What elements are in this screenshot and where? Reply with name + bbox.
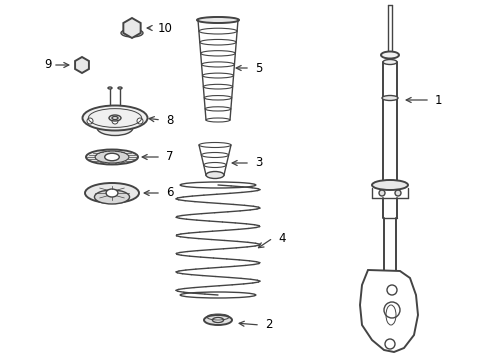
- Ellipse shape: [372, 180, 408, 190]
- Circle shape: [78, 62, 86, 69]
- Polygon shape: [123, 18, 141, 38]
- Circle shape: [112, 118, 118, 124]
- Text: 4: 4: [278, 231, 286, 244]
- Circle shape: [385, 339, 395, 349]
- Ellipse shape: [382, 95, 398, 100]
- Ellipse shape: [118, 87, 122, 89]
- Ellipse shape: [95, 190, 129, 204]
- Polygon shape: [360, 270, 418, 352]
- Text: 3: 3: [255, 157, 262, 170]
- Ellipse shape: [109, 115, 121, 121]
- Circle shape: [137, 118, 143, 124]
- Text: 6: 6: [166, 186, 173, 199]
- Ellipse shape: [105, 153, 119, 161]
- Ellipse shape: [206, 171, 224, 179]
- Circle shape: [395, 190, 401, 196]
- Polygon shape: [75, 57, 89, 73]
- Text: 8: 8: [166, 113, 173, 126]
- Text: 2: 2: [265, 319, 272, 332]
- Ellipse shape: [121, 29, 143, 37]
- Text: 1: 1: [435, 94, 442, 107]
- Circle shape: [128, 24, 136, 32]
- Ellipse shape: [86, 149, 138, 165]
- Ellipse shape: [106, 189, 118, 197]
- Ellipse shape: [197, 17, 239, 23]
- Circle shape: [384, 302, 400, 318]
- Ellipse shape: [85, 183, 139, 203]
- Ellipse shape: [112, 117, 118, 120]
- Circle shape: [87, 118, 93, 124]
- Ellipse shape: [95, 151, 129, 163]
- Ellipse shape: [204, 315, 232, 325]
- Circle shape: [387, 285, 397, 295]
- Ellipse shape: [82, 105, 147, 130]
- Ellipse shape: [212, 318, 223, 323]
- Ellipse shape: [108, 87, 112, 89]
- Ellipse shape: [383, 59, 397, 64]
- Text: 5: 5: [255, 62, 262, 75]
- Text: 9: 9: [45, 58, 52, 72]
- Text: 7: 7: [166, 150, 173, 163]
- Text: 10: 10: [158, 22, 173, 35]
- Ellipse shape: [381, 51, 399, 58]
- Circle shape: [379, 190, 385, 196]
- Ellipse shape: [97, 121, 133, 135]
